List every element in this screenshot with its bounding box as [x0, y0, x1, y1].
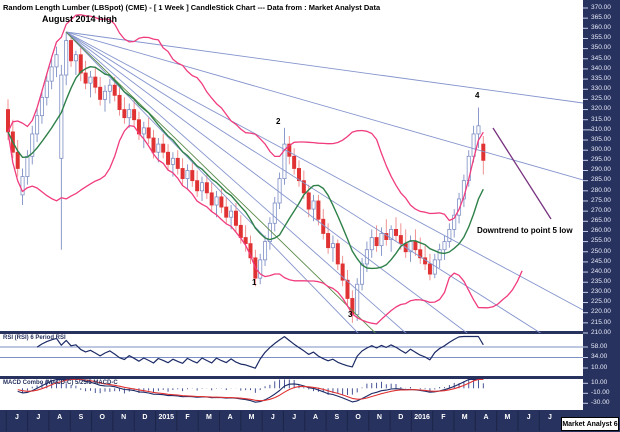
macd-pane[interactable]: [17, 378, 484, 403]
rsi-pane[interactable]: [0, 335, 583, 369]
price-axis-strip[interactable]: [583, 0, 620, 410]
axis-ticks: [5, 7, 592, 431]
time-axis-strip[interactable]: [0, 410, 620, 432]
price-pane[interactable]: [6, 14, 583, 432]
status-bar-app-label: Market Analyst 6: [561, 417, 619, 431]
pane-separator-rsi-macd[interactable]: [0, 375, 620, 379]
downtrend-line[interactable]: [492, 127, 552, 220]
pane-separator-price-rsi[interactable]: [0, 330, 620, 334]
